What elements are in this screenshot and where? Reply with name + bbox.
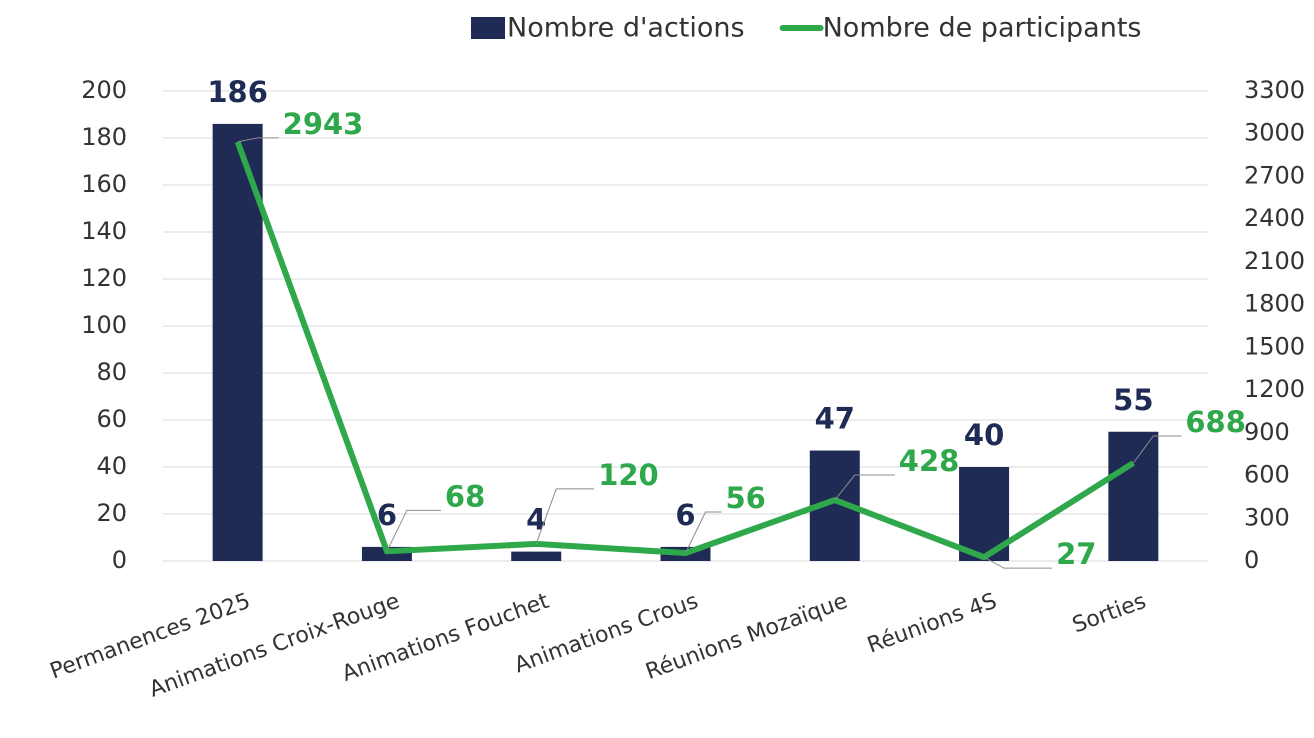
y2-tick-label: 0	[1244, 546, 1259, 574]
y2-tick-label: 600	[1244, 461, 1290, 489]
leader-line	[535, 488, 595, 545]
line-value-label: 2943	[283, 107, 364, 141]
legend-swatch	[471, 17, 505, 39]
y-tick-label: 0	[112, 546, 127, 574]
y2-tick-label: 3300	[1244, 76, 1305, 104]
bar-value-label: 6	[377, 498, 397, 532]
x-tick: Animations Croix-Rouge	[146, 589, 403, 703]
bar	[511, 551, 562, 561]
line-value-label: 428	[899, 444, 960, 478]
y2-tick-label: 1200	[1244, 375, 1305, 403]
y-tick-label: 120	[81, 264, 127, 292]
y-tick-label: 40	[96, 452, 127, 480]
leader-line	[834, 474, 895, 501]
bar-value-label: 186	[207, 75, 268, 109]
y2-tick-label: 2700	[1244, 161, 1305, 189]
leader-line	[386, 509, 441, 552]
legend-label: Nombre de participants	[823, 13, 1142, 44]
x-tick: Réunions 4S	[864, 589, 1000, 659]
bar-value-label: 4	[526, 503, 546, 537]
y-tick-label: 80	[96, 358, 127, 386]
y2-tick-label: 900	[1244, 418, 1290, 446]
x-tick-label: Animations Croix-Rouge	[146, 589, 403, 703]
x-tick-label: Réunions 4S	[864, 589, 1000, 659]
line-value-label: 56	[726, 481, 766, 515]
y2-tick-label: 2400	[1244, 204, 1305, 232]
y-tick-label: 180	[81, 123, 127, 151]
bar-value-label: 40	[964, 418, 1004, 452]
x-tick-label: Sorties	[1069, 589, 1149, 639]
y-tick-label: 60	[96, 405, 127, 433]
legend-label: Nombre d'actions	[507, 13, 745, 44]
bar-value-label: 47	[815, 402, 855, 436]
y2-tick-label: 1500	[1244, 332, 1305, 360]
y-tick-label: 20	[96, 499, 127, 527]
y-tick-label: 160	[81, 170, 127, 198]
y-tick-label: 200	[81, 76, 127, 104]
bar-value-label: 55	[1113, 383, 1153, 417]
leader-line	[983, 556, 1053, 569]
y2-tick-label: 300	[1244, 503, 1290, 531]
line-value-label: 68	[445, 479, 485, 513]
leader-line	[685, 511, 722, 554]
y2-tick-label: 1800	[1244, 290, 1305, 318]
y2-tick-label: 3000	[1244, 119, 1305, 147]
bar-value-label: 6	[675, 498, 695, 532]
line-value-label: 120	[598, 458, 659, 492]
line-value-label: 27	[1056, 537, 1096, 571]
leader-line	[237, 137, 279, 143]
x-tick: Sorties	[1069, 589, 1149, 639]
leader-line	[1132, 435, 1182, 464]
y-tick-label: 100	[81, 311, 127, 339]
bar	[212, 123, 263, 562]
y-tick-label: 140	[81, 217, 127, 245]
y2-tick-label: 2100	[1244, 247, 1305, 275]
line-value-label: 688	[1185, 405, 1246, 439]
bar	[1108, 431, 1159, 561]
